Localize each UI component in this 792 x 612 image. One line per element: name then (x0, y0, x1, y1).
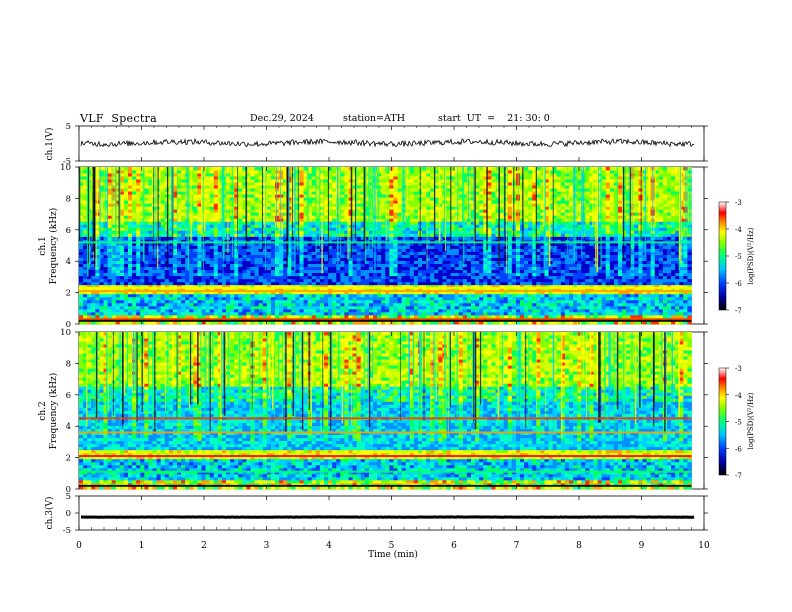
ch2-colorbar-tick-label: -3 (735, 365, 742, 373)
x-tick-label: 4 (326, 541, 332, 551)
ch1-channel-label: ch.1 (38, 236, 48, 255)
start-time-label: start UT = 21: 30: 0 (438, 113, 550, 124)
x-tick-label: 8 (576, 541, 582, 551)
ch2-colorbar-tick-label: -4 (735, 392, 742, 400)
ch3-waveform-ytick-label: -5 (63, 526, 71, 536)
ch1-spectrogram-ytick-label: 10 (60, 163, 71, 173)
ch1-spectrogram-ytick-label: 8 (66, 194, 71, 204)
x-tick-label: 0 (76, 541, 82, 551)
ch3-waveform-ytick-label: 0 (66, 509, 71, 519)
ch1-spectrogram-ytick-label: 2 (66, 289, 71, 299)
ch1-colorbar-tick-label: -4 (735, 226, 742, 234)
x-tick-label: 6 (451, 541, 457, 551)
ch1-colorbar-tick-label: -3 (735, 199, 742, 207)
ch2-channel-label: ch.2 (38, 401, 48, 420)
ch1-spectrogram-ytick-label: 6 (66, 226, 71, 236)
ch2-colorbar (718, 367, 727, 476)
ch1-frequency-label: Frequency (kHz) (48, 208, 59, 285)
ch2-spectrogram-ytick-label: 6 (66, 391, 71, 401)
ch1-spectrogram (79, 167, 692, 325)
ch2-spectrogram-ytick-label: 10 (60, 328, 71, 338)
ch2-colorbar-label: log(PSD)(V²/Hz) (747, 392, 755, 449)
x-tick-label: 1 (139, 541, 145, 551)
ch1-colorbar-tick-label: -5 (735, 253, 742, 261)
date-label: Dec.29, 2024 (250, 113, 314, 124)
station-label: station=ATH (343, 113, 405, 124)
ch2-spectrogram (79, 332, 692, 490)
x-tick-label: 9 (639, 541, 645, 551)
ch2-colorbar-tick-label: -7 (735, 472, 742, 480)
ch1-spectrogram-ytick-label: 0 (66, 320, 71, 330)
ch2-spectrogram-ytick-label: 4 (66, 422, 71, 432)
ch1-waveform-ytick-label: 5 (66, 122, 71, 132)
ch1-waveform-ytick-label: -5 (63, 157, 71, 167)
ch3-waveform-ytick-label: 5 (66, 492, 71, 502)
ch1-spectrogram-ytick-label: 4 (66, 257, 71, 267)
ch1-colorbar-tick-label: -7 (735, 307, 742, 315)
ch2-spectrogram-ytick-label: 8 (66, 359, 71, 369)
ch2-frequency-label: Frequency (kHz) (48, 373, 59, 450)
x-tick-label: 3 (264, 541, 270, 551)
ch1-colorbar-label: log(PSD)(V²/Hz) (747, 227, 755, 284)
chart-title: VLF Spectra (80, 112, 157, 125)
x-tick-label: 5 (389, 541, 395, 551)
x-tick-label: 7 (514, 541, 520, 551)
ch1-colorbar (718, 201, 727, 311)
ch1-waveform-ylabel: ch.1(V) (44, 128, 55, 161)
ch2-spectrogram-ytick-label: 2 (66, 454, 71, 464)
x-tick-label: 2 (201, 541, 207, 551)
ch3-waveform-frame (78, 495, 705, 531)
ch3-waveform-ylabel: ch.3(V) (44, 497, 55, 530)
x-axis-label: Time (min) (368, 549, 418, 560)
x-tick-label: 10 (698, 541, 710, 551)
ch2-spectrogram-ytick-label: 0 (66, 485, 71, 495)
ch1-colorbar-tick-label: -6 (735, 280, 742, 288)
ch2-colorbar-tick-label: -6 (735, 445, 742, 453)
ch2-colorbar-tick-label: -5 (735, 419, 742, 427)
ch1-waveform-line (80, 137, 695, 148)
